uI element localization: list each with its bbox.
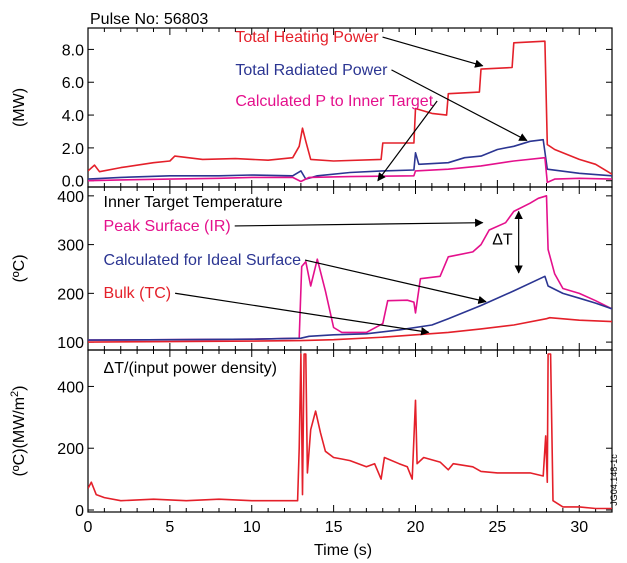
x-tick-label: 25 [488, 519, 506, 536]
series-arrow [382, 36, 484, 68]
chart-title: Pulse No: 56803 [90, 11, 208, 28]
y-tick-label: 0 [75, 503, 84, 520]
x-tick-label: 20 [407, 519, 425, 536]
delta-t-label: ΔT [492, 232, 513, 249]
series-label: Calculated for Ideal Surface [104, 252, 302, 269]
series-label: Total Heating Power [235, 29, 379, 46]
series-arrow [234, 218, 484, 227]
x-tick-label: 5 [165, 519, 174, 536]
series-group [88, 353, 612, 510]
panel-1: 0.0 2.0 4.0 6.0 8.0 (MW) Total Heating Power To… [11, 27, 613, 191]
y-tick-label: 400 [57, 189, 84, 206]
series-label: Peak Surface (IR) [104, 218, 231, 235]
series-line-3-1 [88, 353, 612, 510]
panel-heading: Inner Target Temperature [104, 194, 283, 211]
panel-2: 100 200 300 400 (ºC) Peak Surface (IR) Calcula… [11, 186, 613, 352]
series-group [88, 195, 612, 343]
y-tick-label: 4.0 [62, 108, 84, 125]
series-group [88, 40, 612, 184]
y-tick-label: 300 [57, 238, 84, 255]
series-label: Bulk (TC) [104, 285, 172, 302]
x-tick-label: 10 [243, 519, 261, 536]
x-axis-label: Time (s) [314, 542, 372, 559]
x-tick-label: 30 [570, 519, 588, 536]
y-axis-label: (ºC) [11, 254, 28, 282]
y-tick-label: 100 [57, 335, 84, 352]
series-line-2-1 [88, 195, 612, 341]
y-tick-label: 400 [57, 379, 84, 396]
series-arrow [377, 100, 438, 182]
series-line-1-2 [88, 138, 612, 180]
series-arrow [304, 259, 487, 305]
x-tick-label: 0 [84, 519, 93, 536]
series-line-2-2 [88, 275, 612, 341]
series-line-2-3 [88, 316, 612, 343]
panel-heading: ΔT/(input power density) [104, 360, 277, 377]
y-tick-label: 200 [57, 441, 84, 458]
y-tick-label: 6.0 [62, 75, 84, 92]
y-tick-label: 0.0 [62, 174, 84, 191]
series-line-1-1 [88, 40, 612, 175]
panel-3: 0 200 400 (ºC)(MW/m2) ΔT/(input power densit… [9, 349, 613, 520]
y-tick-label: 2.0 [62, 141, 84, 158]
y-tick-label: 200 [57, 286, 84, 303]
y-axis-label: (ºC)(MW/m2) [9, 385, 28, 476]
y-tick-label: 8.0 [62, 42, 84, 59]
x-tick-label: 15 [325, 519, 343, 536]
series-label: Calculated P to Inner Target [235, 93, 433, 110]
series-label: Total Radiated Power [235, 62, 388, 79]
series-arrow [391, 69, 528, 142]
watermark: JG04.148-1c [609, 454, 619, 506]
series-line-1-3 [88, 156, 612, 184]
y-axis-label: (MW) [11, 88, 28, 127]
series-arrow [175, 292, 430, 336]
